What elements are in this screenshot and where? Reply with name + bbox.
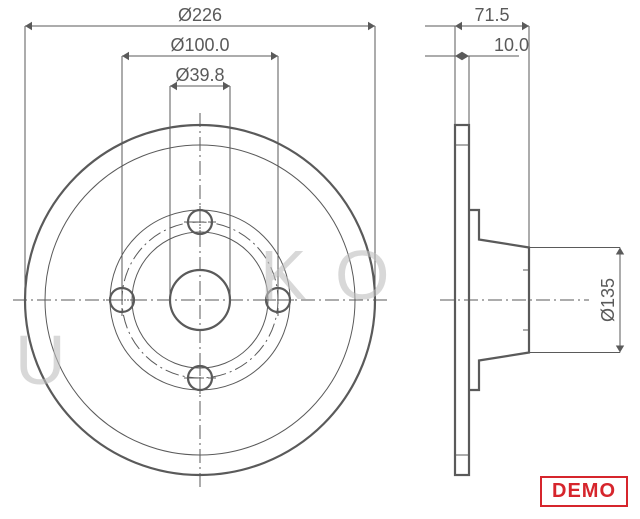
svg-text:Ø100.0: Ø100.0 [170, 35, 229, 55]
demo-badge: DEMO [540, 476, 628, 507]
svg-text:Ø135: Ø135 [598, 278, 618, 322]
demo-label: DEMO [552, 480, 616, 502]
svg-text:71.5: 71.5 [474, 5, 509, 25]
svg-text:Ø39.8: Ø39.8 [175, 65, 224, 85]
svg-text:10.0: 10.0 [494, 35, 529, 55]
svg-text:Ø226: Ø226 [178, 5, 222, 25]
